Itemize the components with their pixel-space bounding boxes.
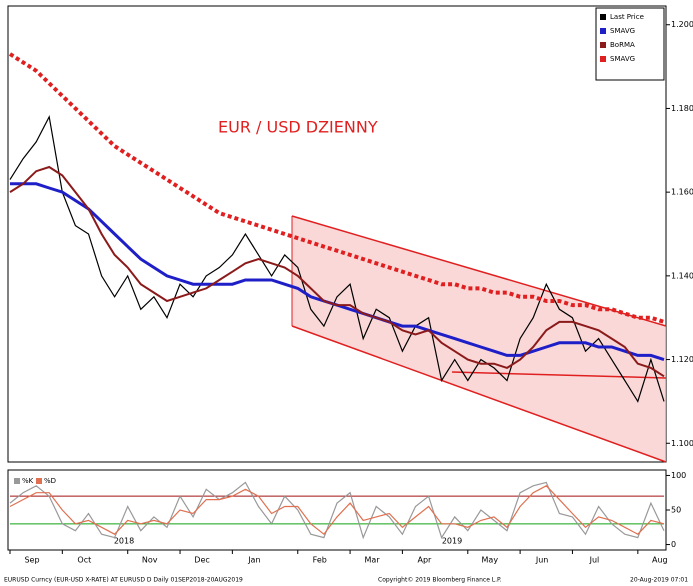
x-tick-label: Aug <box>652 556 668 565</box>
y-tick-label: 1.180 <box>671 104 693 113</box>
year-label: 2018 <box>114 537 134 546</box>
footer: 20-Aug-2019 07:01 <box>630 577 688 584</box>
legend-label: %D <box>44 477 56 485</box>
y-tick-label: 1.160 <box>671 188 693 197</box>
legend-label: BoRMA <box>610 41 635 49</box>
legend-label: %K <box>22 477 34 485</box>
y-tick-label: 1.120 <box>671 355 693 364</box>
annotation: EUR / USD DZIENNY <box>218 118 378 137</box>
support-line <box>451 371 667 379</box>
legend-label: SMAVG <box>610 55 635 63</box>
x-tick-label: Feb <box>313 556 327 565</box>
series-line <box>9 485 665 536</box>
channel <box>292 216 666 462</box>
x-tick-label: Jan <box>247 556 260 565</box>
y-tick-label: 1.200 <box>671 20 693 29</box>
legend-swatch <box>36 478 42 484</box>
legend-label: SMAVG <box>610 27 635 35</box>
x-tick-label: Mar <box>365 556 381 565</box>
series-line <box>9 481 665 540</box>
year-label: 2019 <box>442 537 462 546</box>
y-tick-label: 50 <box>671 506 681 515</box>
y-tick-label: 1.140 <box>671 271 693 280</box>
legend-swatch <box>600 56 606 62</box>
legend-label: Last Price <box>610 13 644 21</box>
legend-swatch <box>600 28 606 34</box>
series-line <box>8 52 665 324</box>
x-tick-label: Sep <box>24 556 39 565</box>
x-tick-label: Jul <box>589 556 600 565</box>
y-tick-label: 1.100 <box>671 439 693 448</box>
y-tick-label: 100 <box>671 471 686 480</box>
legend-swatch <box>600 42 606 48</box>
footer: Copyright© 2019 Bloomberg Finance L.P. <box>378 577 502 584</box>
x-tick-label: Apr <box>417 556 432 565</box>
channel-line <box>291 215 667 327</box>
footer: EURUSD Curncy (EUR-USD X-RATE) AT EURUSD… <box>4 577 243 584</box>
legend-swatch <box>14 478 20 484</box>
series-line <box>9 165 665 378</box>
legend-swatch <box>600 14 606 20</box>
osc-panel <box>7 469 667 551</box>
channel-line <box>291 325 667 463</box>
x-tick-label: Jun <box>535 556 549 565</box>
series-line <box>9 114 665 403</box>
x-tick-label: Dec <box>194 556 209 565</box>
x-tick-label: Oct <box>77 556 91 565</box>
x-tick-label: Nov <box>142 556 158 565</box>
x-tick-label: May <box>482 556 499 565</box>
y-tick-label: 0 <box>671 540 676 549</box>
legend-box <box>595 7 665 81</box>
